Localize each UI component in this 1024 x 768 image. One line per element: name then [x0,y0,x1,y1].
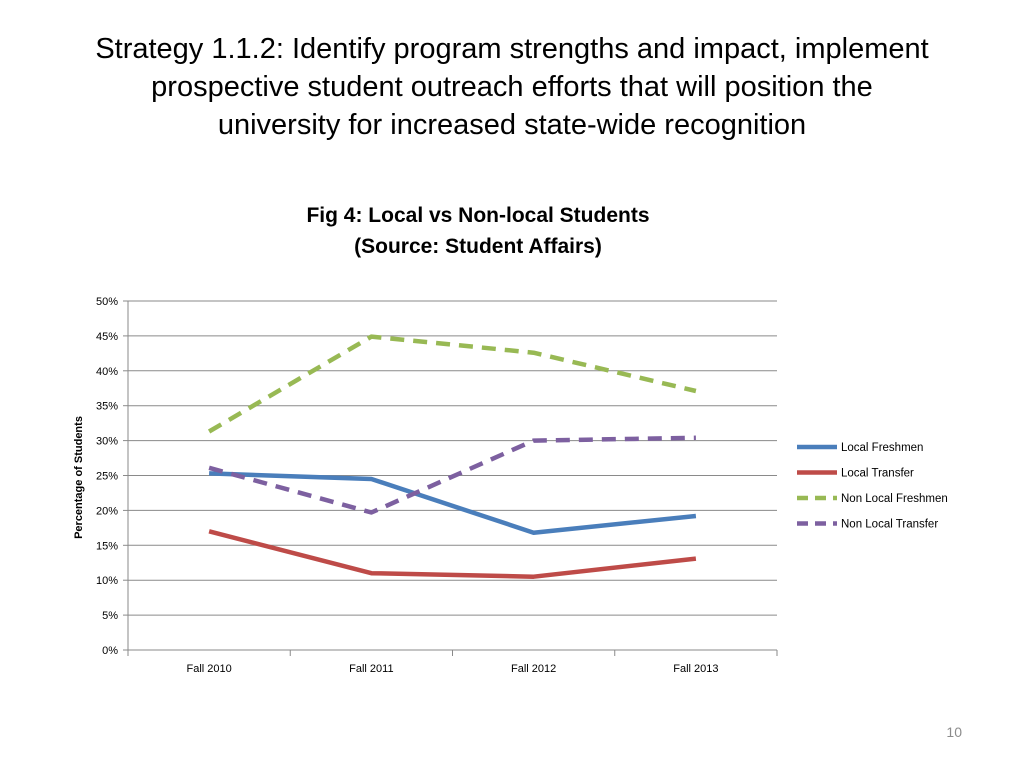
x-tick-label: Fall 2010 [186,663,231,675]
chart-title-line: Fig 4: Local vs Non-local Students [306,204,650,227]
y-tick-label: 35% [96,401,118,413]
y-tick-label: 40% [96,366,118,378]
y-tick-label: 20% [96,505,118,517]
slide-title: Strategy 1.1.2: Identify program strengt… [40,30,984,144]
series-line-non-local-freshmen [207,334,697,434]
series-lines [207,334,697,579]
x-tick-label: Fall 2013 [673,663,718,675]
y-tick-label: 10% [96,575,118,587]
y-tick-label: 0% [102,645,118,657]
legend: Local Freshmen Local Transfer Non Local Fr… [797,442,948,531]
y-tick-label: 30% [96,436,118,448]
legend-label: Local Freshmen [841,442,923,454]
chart-title-line: (Source: Student Affairs) [354,235,602,258]
page-number: 10 [946,724,962,740]
axes: 0% 5% 10% 15% 20% 25% 30% 35% 40% 45% 50% Fall 2010… [73,296,778,675]
y-tick-label: 15% [96,540,118,552]
y-tick-label: 5% [102,610,118,622]
y-tick-label: 25% [96,471,118,483]
x-tick-label: Fall 2012 [511,663,556,675]
slide-title-line: university for increased state-wide reco… [217,109,807,141]
gridlines [128,300,777,616]
legend-label: Non Local Transfer [841,519,938,531]
series-line-non-local-transfer [208,435,696,515]
slide-title-line: prospective student outreach efforts tha… [151,71,873,103]
legend-label: Local Transfer [841,468,914,480]
slide-title-line: Strategy 1.1.2: Identify program strengt… [95,33,929,65]
y-tick-label: 50% [96,296,118,308]
series-line-local-freshmen [209,471,697,535]
x-tick-label: Fall 2011 [349,663,393,675]
legend-label: Non Local Freshmen [841,493,948,505]
y-tick-label: 45% [96,331,118,343]
chart-title: Fig 4: Local vs Non-local Students (Sour… [178,200,778,262]
y-axis-title: Percentage of Students [73,416,85,539]
series-line-local-transfer [208,529,697,579]
